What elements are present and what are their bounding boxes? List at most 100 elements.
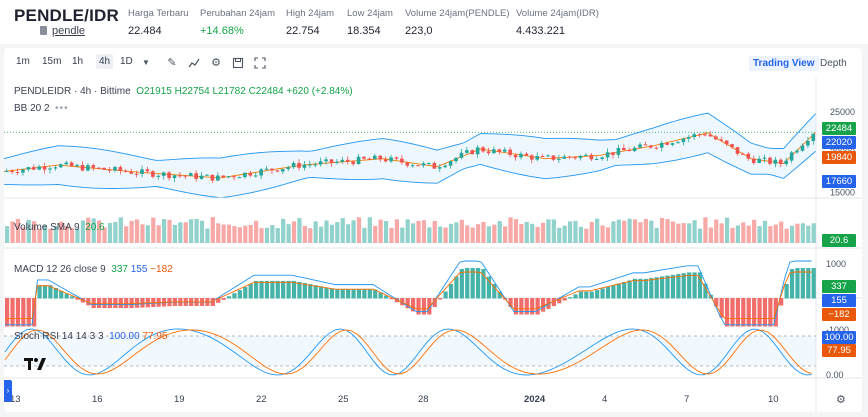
candle-body xyxy=(21,169,25,173)
candle-body xyxy=(351,161,355,165)
macd-hist-bar xyxy=(459,269,464,299)
candle-body xyxy=(270,168,274,171)
interval-15m[interactable]: 15m xyxy=(42,56,62,67)
candle-body xyxy=(26,167,31,170)
volume-bar xyxy=(378,219,383,243)
volume-bar xyxy=(254,220,259,243)
volume-bar xyxy=(411,223,416,243)
candle-body xyxy=(800,145,805,151)
settings-icon[interactable]: ⚙ xyxy=(211,57,221,69)
volume-bar xyxy=(248,224,253,243)
macd-hist-bar xyxy=(113,298,118,309)
candle-body xyxy=(102,167,106,170)
volume-bar xyxy=(546,219,551,243)
candle-body xyxy=(91,165,96,168)
candle-body xyxy=(779,159,783,165)
candle-body xyxy=(210,174,215,181)
candle-body xyxy=(594,159,599,161)
volume-bar xyxy=(768,226,773,243)
interval-4h[interactable]: 4h xyxy=(96,54,114,69)
volume-bar xyxy=(243,225,248,243)
macd-hist-bar xyxy=(59,290,64,299)
candle-body xyxy=(86,165,90,171)
macd-hist-bar xyxy=(513,298,519,315)
expand-left-arrow-icon[interactable]: › xyxy=(4,380,12,402)
candle-body xyxy=(432,162,437,169)
volume-bar xyxy=(703,217,708,243)
volume-bar xyxy=(567,221,573,243)
price-axis-label: 25000 xyxy=(830,107,855,117)
macd-hist-bar xyxy=(519,298,524,315)
line-chart-icon[interactable] xyxy=(188,57,200,69)
save-icon[interactable] xyxy=(232,57,244,69)
stoch-d-line xyxy=(4,329,812,375)
macd-hist-bar xyxy=(297,282,302,299)
pair-title: PENDLE/IDR xyxy=(14,6,119,25)
macd-hist-bar xyxy=(373,289,378,299)
trading-view-tab[interactable]: Trading View xyxy=(749,56,819,71)
volume-bar xyxy=(719,223,724,243)
candle-body xyxy=(253,175,258,177)
stat-high-24h: High 24jam 22.754 xyxy=(286,8,335,37)
macd-hist-bar xyxy=(535,298,540,315)
volume-bar xyxy=(622,220,627,243)
chart-card: 1m 15m 1h 4h 1D ▼ ✎ ⚙ Trading View Depth… xyxy=(3,48,862,412)
candle-body xyxy=(481,147,485,152)
candle-body xyxy=(611,152,615,155)
macd-hist-bar xyxy=(69,296,75,299)
volume-bar xyxy=(346,224,351,243)
volume-bar xyxy=(730,227,735,243)
fullscreen-icon[interactable] xyxy=(254,57,266,69)
candle-body xyxy=(513,155,518,158)
candle-body xyxy=(676,142,680,144)
volume-bar xyxy=(308,228,313,243)
price-chart[interactable]: 25000200001500010000-100050.000.00131619… xyxy=(3,78,862,412)
chart-settings-gear-icon[interactable]: ⚙ xyxy=(836,394,846,406)
candle-body xyxy=(59,164,63,168)
volume-bar xyxy=(595,218,600,243)
volume-bar xyxy=(373,225,378,243)
pencil-icon[interactable]: ✎ xyxy=(167,57,177,69)
candle-body xyxy=(69,162,74,167)
candle-body xyxy=(335,161,339,163)
bb-lower-line xyxy=(3,150,817,199)
time-axis-label: 19 xyxy=(174,394,185,405)
coin-link[interactable]: pendle xyxy=(52,25,86,37)
depth-tab[interactable]: Depth xyxy=(820,58,847,69)
candle-body xyxy=(183,175,188,177)
macd-hist-bar xyxy=(102,298,107,309)
price-pill-bb-basis: 19840 xyxy=(822,151,856,164)
macd-hist-bar xyxy=(383,295,389,299)
volume-bar xyxy=(118,217,123,243)
volume-bar xyxy=(281,218,286,243)
macd-hist-bar xyxy=(611,285,616,299)
chevron-down-icon[interactable]: ▼ xyxy=(142,58,150,67)
chart-area[interactable]: 25000200001500010000-100050.000.00131619… xyxy=(3,78,862,412)
macd-hist-bar xyxy=(129,298,134,309)
candle-body xyxy=(129,171,134,174)
volume-bar xyxy=(459,219,464,243)
volume-bar xyxy=(752,219,757,243)
candle-body xyxy=(443,165,447,168)
volume-bar xyxy=(264,227,270,243)
volume-bar xyxy=(97,220,102,243)
macd-hist-bar xyxy=(605,286,611,299)
candle-body xyxy=(4,170,9,172)
candle-body xyxy=(784,160,789,165)
candle-body xyxy=(15,172,20,174)
candle-body xyxy=(459,152,464,158)
time-axis-label: 28 xyxy=(418,394,429,405)
volume-bar xyxy=(405,219,410,243)
volume-bar xyxy=(232,226,237,243)
stoch-legend: Stoch RSI 14 14 3 3 100.00 77.95 xyxy=(14,331,168,342)
interval-1h[interactable]: 1h xyxy=(72,56,84,67)
interval-1d[interactable]: 1D xyxy=(120,56,133,67)
interval-1m[interactable]: 1m xyxy=(16,56,30,67)
candle-body xyxy=(356,156,361,165)
volume-bar xyxy=(605,227,611,243)
volume-bar xyxy=(421,220,427,243)
volume-bar xyxy=(800,223,805,243)
candle-body xyxy=(80,165,85,171)
book-icon xyxy=(40,26,47,35)
volume-bar xyxy=(356,217,362,243)
